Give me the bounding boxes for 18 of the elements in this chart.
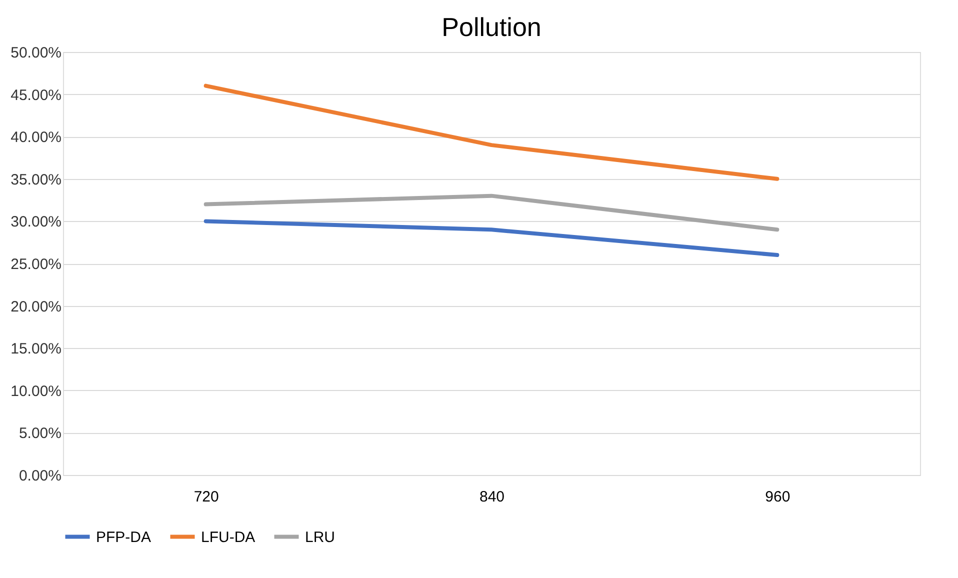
- y-tick-label: 45.00%: [10, 86, 62, 104]
- legend-label: LRU: [305, 528, 336, 546]
- chart-title: Pollution: [442, 12, 542, 42]
- y-tick-label: 10.00%: [10, 382, 62, 400]
- y-tick-label: 5.00%: [18, 425, 62, 442]
- x-tick-label: 840: [479, 488, 505, 506]
- y-tick-label: 50.00%: [10, 44, 62, 62]
- y-tick-label: 30.00%: [10, 214, 62, 231]
- y-tick-label: 15.00%: [10, 340, 62, 358]
- legend-label: LFU-DA: [201, 528, 256, 546]
- x-tick-label: 720: [194, 488, 219, 506]
- y-tick-label: 25.00%: [10, 256, 62, 273]
- legend-label: PFP-DA: [96, 528, 152, 546]
- y-tick-label: 35.00%: [10, 171, 62, 188]
- y-tick-label: 20.00%: [10, 298, 62, 316]
- y-tick-label: 0.00%: [18, 468, 62, 484]
- x-tick-label: 960: [765, 488, 790, 506]
- y-tick-label: 40.00%: [10, 129, 62, 146]
